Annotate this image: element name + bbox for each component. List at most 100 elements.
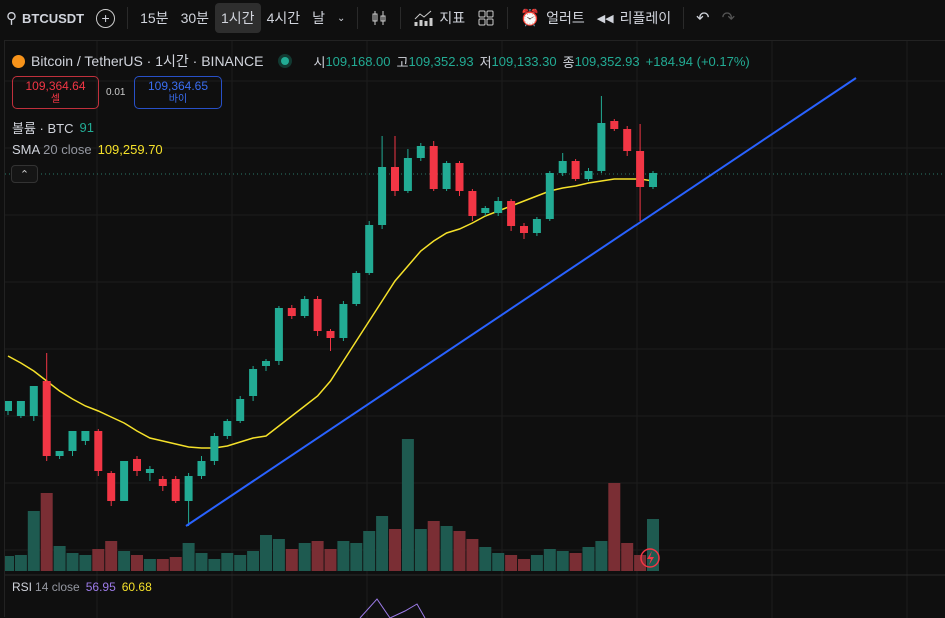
volume-bar bbox=[27, 511, 40, 571]
volume-bar bbox=[427, 521, 440, 571]
volume-bar bbox=[350, 543, 363, 571]
candle-body bbox=[597, 123, 606, 171]
rsi-legend[interactable]: RSI 14 close 56.95 60.68 bbox=[12, 580, 152, 594]
volume-legend[interactable]: 볼륨 · BTC 91 bbox=[12, 118, 94, 137]
candle-body bbox=[55, 451, 64, 456]
volume-bar bbox=[260, 535, 272, 571]
candle-body bbox=[584, 171, 593, 179]
volume-bar bbox=[569, 553, 582, 571]
sma-legend[interactable]: SMA 20 close 109,259.70 bbox=[12, 142, 163, 157]
candle-body bbox=[481, 208, 490, 213]
candle-body bbox=[68, 431, 77, 451]
candle-body bbox=[649, 173, 657, 187]
redo-button[interactable]: ↷ bbox=[716, 3, 741, 33]
symbol-legend: Bitcoin / TetherUS · 1시간 · BINANCE 시 109,… bbox=[12, 51, 750, 71]
candle-body bbox=[81, 431, 90, 441]
candle-body bbox=[545, 173, 554, 219]
volume-bar bbox=[634, 555, 647, 571]
price-chart[interactable] bbox=[5, 41, 945, 618]
lightning-icon bbox=[640, 548, 660, 568]
volume-bar bbox=[298, 543, 311, 571]
candle-body bbox=[223, 421, 232, 436]
interval-30m[interactable]: 30분 bbox=[180, 10, 210, 26]
sma-params: 20 close bbox=[43, 142, 92, 157]
open-value: 109,168.00 bbox=[325, 53, 391, 69]
volume-bar bbox=[530, 555, 543, 571]
volume-bar bbox=[505, 555, 518, 571]
divider bbox=[683, 7, 685, 29]
undo-button[interactable]: ↶ bbox=[690, 3, 715, 33]
interval-day[interactable]: 날 bbox=[312, 10, 325, 26]
volume-bar bbox=[401, 439, 414, 571]
candle-body bbox=[145, 469, 154, 473]
volume-bar bbox=[5, 556, 14, 571]
buy-price: 109,364.65 bbox=[147, 78, 209, 93]
volume-bar bbox=[621, 543, 634, 571]
interval-4h[interactable]: 4시간 bbox=[266, 10, 301, 26]
change-value: +184.94 (+0.17%) bbox=[645, 53, 750, 69]
candle-body bbox=[184, 476, 193, 501]
chart-area[interactable] bbox=[4, 40, 945, 618]
volume-bar bbox=[105, 541, 118, 571]
candle-body bbox=[520, 226, 528, 233]
candle-body bbox=[416, 146, 425, 158]
close-value: 109,352.93 bbox=[574, 53, 640, 69]
volume-bar bbox=[234, 555, 247, 571]
volume-bar bbox=[92, 549, 105, 571]
sma-value: 109,259.70 bbox=[97, 142, 163, 157]
candles-icon bbox=[372, 11, 386, 25]
volume-bar bbox=[414, 529, 427, 571]
candle-body bbox=[94, 431, 103, 471]
symbol-search[interactable]: ⚲ BTCUSDT bbox=[0, 3, 90, 33]
volume-bar bbox=[479, 547, 492, 571]
divider bbox=[127, 7, 129, 29]
replay-label: 리플레이 bbox=[619, 10, 672, 26]
volume-bar bbox=[118, 551, 131, 571]
grid-lines bbox=[5, 41, 945, 618]
plus-circle-icon: + bbox=[96, 8, 116, 28]
volume-bar bbox=[543, 549, 556, 571]
sell-price: 109,364.64 bbox=[25, 78, 86, 93]
volume-bar bbox=[221, 553, 234, 571]
volume-bar bbox=[66, 553, 79, 571]
search-icon: ⚲ bbox=[6, 10, 17, 27]
alert-label: 얼러트 bbox=[546, 10, 585, 26]
candle-body bbox=[403, 158, 412, 191]
indicators-button[interactable]: 지표 bbox=[407, 3, 471, 33]
volume-bar bbox=[518, 559, 530, 571]
volume-bar bbox=[247, 551, 260, 571]
rsi-label: RSI bbox=[12, 580, 33, 594]
candle-body bbox=[623, 129, 632, 151]
volume-bar bbox=[182, 543, 195, 571]
candle-body bbox=[326, 331, 335, 338]
replay-button[interactable]: ◀◀ 리플레이 bbox=[591, 3, 677, 33]
collapse-legend-button[interactable]: ⌃ bbox=[11, 165, 38, 183]
volume-bar bbox=[208, 559, 221, 571]
volume-bar bbox=[169, 557, 182, 571]
interval-dropdown[interactable]: ⌄ bbox=[331, 3, 351, 33]
buy-button[interactable]: 109,364.65 바이 bbox=[134, 76, 222, 109]
compare-add-button[interactable]: + bbox=[90, 3, 121, 33]
candle-body bbox=[455, 163, 464, 191]
candle-body bbox=[352, 273, 361, 304]
candle-body bbox=[507, 201, 516, 226]
volume-bar bbox=[492, 553, 505, 571]
candle-body bbox=[636, 151, 645, 187]
alarm-clock-icon: ⏰ bbox=[520, 10, 541, 27]
volume-bar bbox=[595, 541, 608, 571]
interval-15m[interactable]: 15분 bbox=[140, 10, 169, 26]
high-label: 고 bbox=[396, 54, 409, 70]
chart-title[interactable]: Bitcoin / TetherUS · 1시간 · BINANCE bbox=[31, 53, 264, 69]
layouts-button[interactable] bbox=[471, 3, 501, 33]
interval-1h[interactable]: 1시간 bbox=[215, 3, 261, 33]
candle-body bbox=[313, 299, 322, 331]
volume-bar bbox=[608, 483, 621, 571]
alert-button[interactable]: ⏰ 얼러트 bbox=[514, 3, 591, 33]
candle-body bbox=[494, 201, 503, 213]
sell-button[interactable]: 109,364.64 셀 bbox=[12, 76, 99, 109]
rewind-icon: ◀◀ bbox=[596, 12, 614, 25]
candle-body bbox=[158, 479, 167, 486]
low-label: 저 bbox=[479, 54, 492, 70]
chart-type-button[interactable] bbox=[364, 3, 394, 33]
bitcoin-logo-icon bbox=[12, 54, 25, 68]
